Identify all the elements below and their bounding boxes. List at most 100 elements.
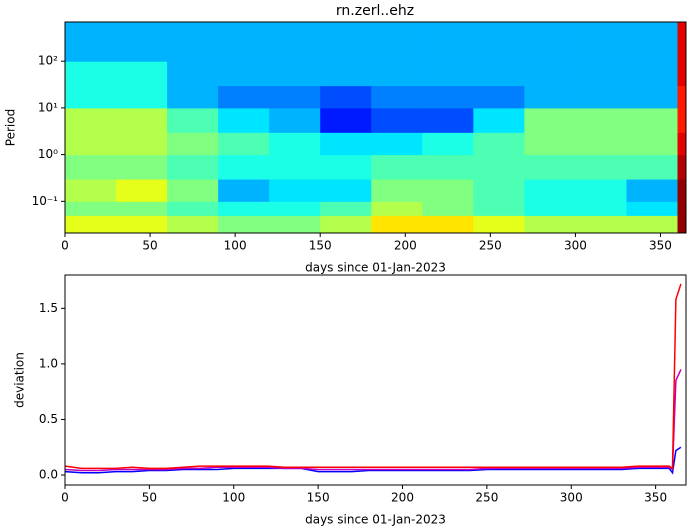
heatmap-cell xyxy=(473,22,525,62)
heatmap-cell xyxy=(626,215,678,234)
heatmap-cell xyxy=(626,132,678,156)
heatmap-cell xyxy=(218,201,270,216)
heatmap-cell xyxy=(167,22,219,62)
x-tick-label: 200 xyxy=(394,239,417,253)
heatmap-cell xyxy=(422,132,474,156)
heatmap-cell xyxy=(626,61,678,87)
heatmap-cell xyxy=(524,154,576,180)
heatmap-cell xyxy=(320,154,372,180)
heatmap-cell xyxy=(524,61,576,87)
axes-frame xyxy=(64,21,687,234)
heatmap-cell xyxy=(371,22,423,62)
heatmap-cell xyxy=(371,201,423,216)
heatmap-cell xyxy=(218,85,270,109)
heatmap-cell xyxy=(371,85,423,109)
heatmap-cell xyxy=(269,22,321,62)
heatmap-cell xyxy=(422,215,474,234)
x-tick-label: 100 xyxy=(224,239,247,253)
x-tick-label: 250 xyxy=(475,491,498,505)
heatmap-cell xyxy=(524,107,576,133)
heatmap-cell xyxy=(473,85,525,109)
heatmap-cell xyxy=(320,107,372,133)
y-axis-label: Period xyxy=(4,109,18,146)
heatmap-cell xyxy=(575,22,627,62)
heatmap-cell xyxy=(677,61,687,87)
heatmap-cell xyxy=(116,107,168,133)
x-tick-label: 250 xyxy=(479,239,502,253)
data-line xyxy=(64,283,682,470)
x-tick-label: 300 xyxy=(564,239,587,253)
heatmap-cell xyxy=(575,201,627,216)
heatmap-cell xyxy=(626,22,678,62)
heatmap-cell xyxy=(473,132,525,156)
heatmap-cell xyxy=(422,85,474,109)
heatmap-cell xyxy=(269,132,321,156)
heatmap-cell xyxy=(575,107,627,133)
heatmap-cell xyxy=(167,201,219,216)
heatmap-cell xyxy=(116,154,168,180)
heatmap-cell xyxy=(65,22,117,62)
heatmap-cell xyxy=(422,107,474,133)
heatmap-cell xyxy=(626,107,678,133)
y-tick-label: 0.5 xyxy=(39,412,58,426)
heatmap-cell xyxy=(677,22,687,62)
heatmap-cell xyxy=(473,215,525,234)
y-tick-label: 10⁰ xyxy=(38,147,58,161)
heatmap-cell xyxy=(269,201,321,216)
heatmap-cell xyxy=(65,201,117,216)
heatmap-cell xyxy=(65,215,117,234)
heatmap-cell xyxy=(116,61,168,87)
heatmap-cell xyxy=(218,22,270,62)
heatmap-cell xyxy=(65,154,117,180)
heatmap-cell xyxy=(320,179,372,202)
heatmap-cell xyxy=(473,107,525,133)
heatmap-cell xyxy=(167,107,219,133)
heatmap-cell xyxy=(167,154,219,180)
heatmap-cell xyxy=(371,132,423,156)
heatmap-cell xyxy=(320,85,372,109)
heatmap-cell xyxy=(218,154,270,180)
heatmap-cell xyxy=(320,201,372,216)
y-axis-label: deviation xyxy=(13,352,27,408)
heatmap-cell xyxy=(524,179,576,202)
heatmap-cell xyxy=(269,154,321,180)
heatmap-cell xyxy=(116,85,168,109)
heatmap-cell xyxy=(167,132,219,156)
x-tick-label: 50 xyxy=(142,491,157,505)
heatmap-cell xyxy=(473,179,525,202)
x-tick-label: 150 xyxy=(309,239,332,253)
heatmap-cell xyxy=(65,107,117,133)
heatmap-cell xyxy=(677,154,687,180)
heatmap-cell xyxy=(677,215,687,234)
heatmap-cell xyxy=(371,179,423,202)
heatmap-cell xyxy=(575,179,627,202)
heatmap-cell xyxy=(65,85,117,109)
heatmap-cell xyxy=(269,61,321,87)
heatmap-cell xyxy=(422,154,474,180)
x-axis-label: days since 01-Jan-2023 xyxy=(305,513,446,527)
heatmap-cell xyxy=(422,201,474,216)
heatmap-cell xyxy=(677,85,687,109)
heatmap-cell xyxy=(65,132,117,156)
heatmap-cell xyxy=(575,215,627,234)
y-tick-label: 10² xyxy=(38,54,58,68)
heatmap-cell xyxy=(320,61,372,87)
heatmap-cell xyxy=(65,179,117,202)
heatmap-cell xyxy=(422,22,474,62)
heatmap-cell xyxy=(116,179,168,202)
axes-frame xyxy=(64,274,687,486)
heatmap-cell xyxy=(65,61,117,87)
x-tick-label: 100 xyxy=(222,491,245,505)
heatmap-cell xyxy=(575,85,627,109)
x-tick-label: 350 xyxy=(649,239,672,253)
heatmap-cell xyxy=(422,179,474,202)
heatmap-cell xyxy=(269,107,321,133)
heatmap-cell xyxy=(524,201,576,216)
heatmap-cell xyxy=(116,22,168,62)
heatmap-cell xyxy=(167,61,219,87)
heatmap-cell xyxy=(218,107,270,133)
heatmap-cell xyxy=(575,132,627,156)
x-tick-label: 50 xyxy=(142,239,157,253)
heatmap-cell xyxy=(269,215,321,234)
